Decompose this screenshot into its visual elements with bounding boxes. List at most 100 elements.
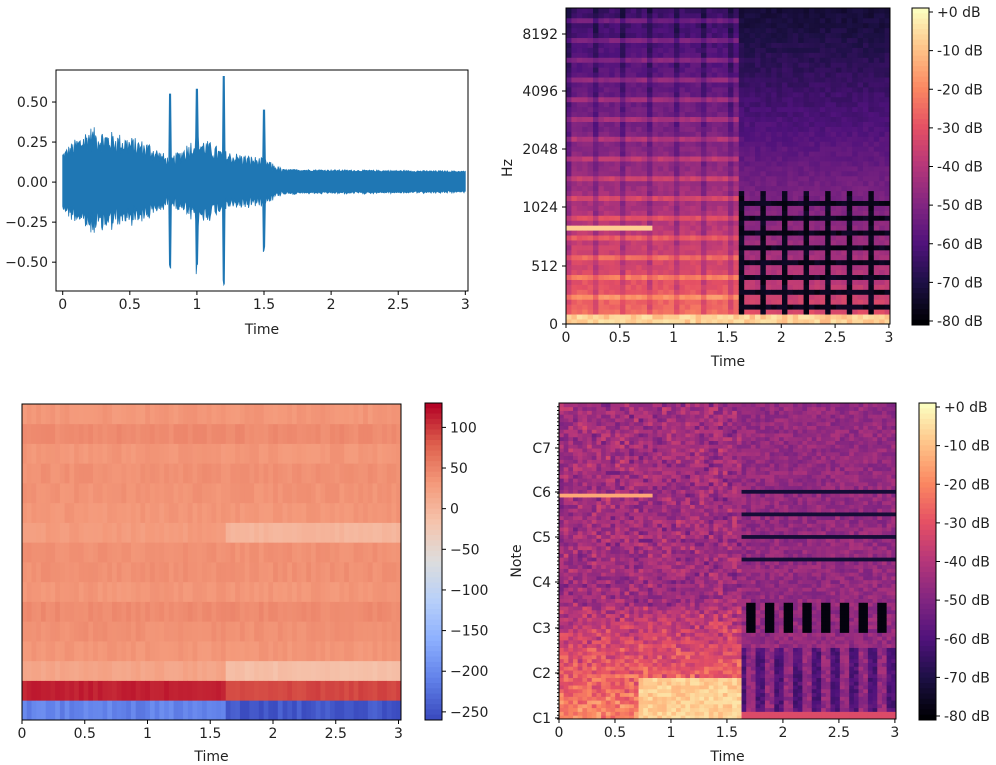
spectrogram-cell [636, 180, 642, 187]
spectrogram-cell [593, 136, 599, 142]
spectrogram-cell [809, 17, 815, 24]
spectrogram-cell [787, 220, 794, 226]
spectrogram-cell [873, 146, 880, 152]
spectrogram-cell [809, 32, 815, 39]
mfcc-cell [88, 700, 94, 721]
spectrogram-cell [830, 111, 837, 118]
spectrogram-cell [582, 245, 588, 251]
spectrogram-cell [587, 200, 594, 206]
mfcc-cell [64, 601, 70, 622]
spectrogram-cell [836, 87, 842, 93]
spectrogram-cell [717, 195, 723, 201]
spectrogram-cell [625, 225, 632, 231]
mfcc-cell [154, 660, 160, 681]
spectrogram-cell [830, 77, 837, 83]
spectrogram-cell [782, 249, 788, 256]
spectrogram-cell [782, 259, 788, 266]
spectrogram-cell [776, 126, 783, 132]
spectrogram-cell [625, 314, 632, 320]
spectrogram-cell [722, 215, 729, 221]
spectrogram-cell [863, 111, 869, 118]
spectrogram-cell [674, 319, 680, 325]
spectrogram-cell [674, 249, 680, 256]
spectrogram-cell [755, 289, 761, 295]
mfcc-cell [112, 542, 118, 563]
spectrogram-cell [836, 264, 842, 271]
spectrogram-cell [814, 37, 821, 43]
spectrogram-cell [868, 47, 875, 53]
spectrogram-cell [814, 151, 821, 157]
spectrogram-cell [852, 141, 858, 147]
mfcc-cell [145, 443, 151, 464]
spectrogram-cell [841, 269, 848, 276]
mfcc-cell [145, 601, 151, 622]
spectrogram-cell [679, 279, 686, 285]
spectrogram-cell [787, 319, 794, 325]
spectrogram-cell [776, 254, 783, 261]
mfcc-cell [258, 700, 265, 721]
spectrogram-cell [566, 235, 572, 241]
spectrogram-cell [630, 27, 637, 34]
spectrogram-cell [706, 151, 713, 157]
spectrogram-cell [684, 27, 691, 34]
mfcc-cell [126, 502, 132, 523]
spectrogram-cell [749, 319, 756, 325]
spectrogram-cell [873, 254, 880, 261]
spectrogram-cell [647, 62, 653, 68]
mfcc-cell [296, 542, 302, 563]
mfcc-cell [83, 502, 89, 523]
spectrogram-colorbar-band [912, 39, 929, 46]
spectrogram-cell [749, 299, 756, 305]
spectrogram-cell [836, 17, 842, 24]
spectrogram-cell [884, 27, 891, 34]
spectrogram-cell [868, 314, 875, 320]
spectrogram-cell [846, 111, 853, 118]
spectrogram-cell [695, 156, 702, 162]
spectrogram-cell [819, 210, 826, 216]
spectrogram-cell [566, 205, 572, 211]
spectrogram-cell [636, 289, 642, 295]
mfcc-cell [112, 680, 118, 701]
spectrogram-cell [711, 269, 718, 276]
spectrogram-cell [803, 304, 810, 310]
mfcc-cell [263, 562, 269, 583]
spectrogram-cell [598, 22, 605, 29]
spectrogram-cell [857, 264, 864, 271]
spectrogram-cell [760, 96, 767, 103]
spectrogram-cell [652, 180, 659, 187]
spectrogram-cell [733, 121, 740, 127]
spectrogram-cell [755, 274, 761, 280]
mfcc-cell [45, 483, 51, 504]
spectrogram-cell [760, 170, 767, 177]
spectrogram-cell [576, 12, 583, 19]
spectrogram-cell [846, 131, 853, 137]
spectrogram-cell [841, 101, 848, 108]
spectrogram-cell [614, 146, 621, 152]
spectrogram-cell [576, 240, 583, 246]
spectrogram-cell [684, 87, 691, 93]
spectrogram-cell [663, 279, 669, 285]
spectrogram-cell [668, 190, 675, 197]
spectrogram-cell [657, 309, 664, 315]
spectrogram-cell [792, 57, 799, 63]
spectrogram-cell [755, 294, 761, 300]
spectrogram-cell [706, 245, 713, 251]
mfcc-cell [216, 522, 222, 543]
mfcc-cell [36, 542, 42, 563]
spectrogram-cell [717, 240, 723, 246]
spectrogram-cell [587, 131, 594, 137]
spectrogram-cell [722, 249, 729, 256]
spectrogram-cell [728, 12, 734, 19]
spectrogram-cell [852, 101, 858, 108]
spectrogram-cell [771, 27, 777, 34]
spectrogram-cell [652, 304, 659, 310]
mfcc-cell [112, 700, 118, 721]
spectrogram-cell [879, 289, 885, 295]
spectrogram-cell [598, 309, 605, 315]
spectrogram-cell [760, 136, 767, 142]
spectrogram-cell [576, 151, 583, 157]
spectrogram-cell [873, 319, 880, 325]
spectrogram-cell [684, 195, 691, 201]
spectrogram-cell [625, 205, 632, 211]
spectrogram-cell [636, 254, 642, 261]
